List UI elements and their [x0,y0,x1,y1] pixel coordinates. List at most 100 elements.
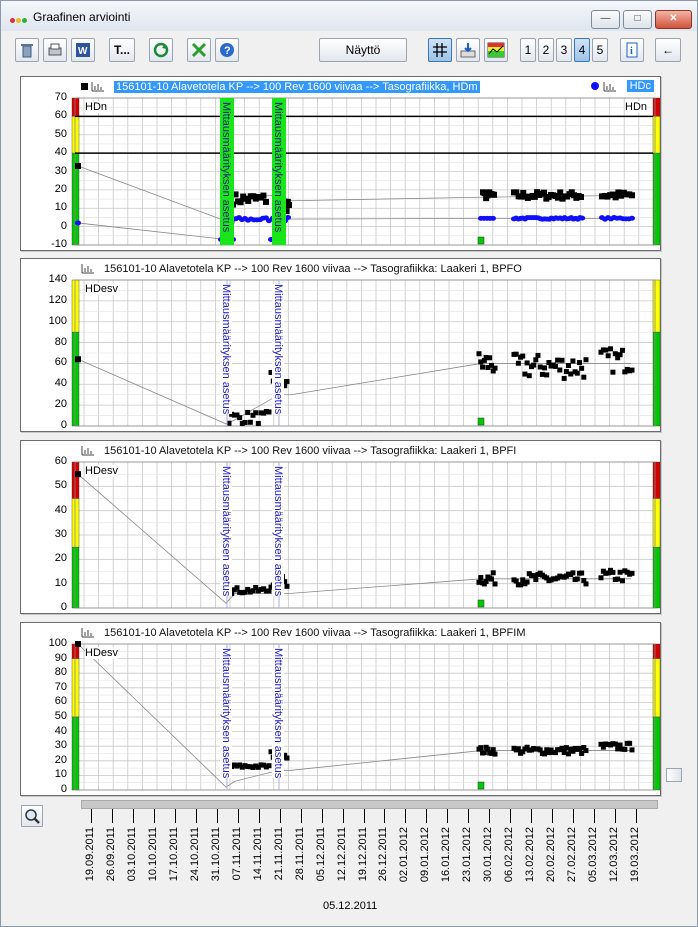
date-tick-label: 12.12.2011 [335,827,348,882]
info-icon: i [626,42,638,58]
date-tick [216,809,218,823]
y-tick-label: 80 [54,666,67,679]
delete-button[interactable] [15,38,39,62]
y-tick-label: 30 [54,164,67,177]
minimize-button[interactable]: — [591,10,620,29]
date-tick [636,809,637,823]
date-tick-label: 27.02.2012 [566,827,579,883]
vertical-scrollbar[interactable] [666,76,683,792]
date-tick-label: 24.10.2011 [188,827,201,882]
y-tick-label: 100 [48,637,67,649]
cancel-button[interactable] [187,38,211,62]
y-tick-label: 30 [54,528,67,540]
display-button[interactable]: Näyttö [319,38,407,62]
back-button[interactable]: ← [655,38,681,62]
y-tick-label: 0 [60,601,67,613]
y-tick-label: 140 [48,273,67,285]
date-tick-label: 19.09.2011 [84,827,96,882]
date-tick [531,809,533,823]
page-button-5[interactable]: 5 [592,38,608,62]
date-tick [321,809,323,823]
maximize-button[interactable]: □ [623,10,652,29]
zoom-button[interactable] [21,805,43,827]
title-bar: Graafinen arviointi — □ ✕ [1,1,697,31]
y-tick-label: 60 [54,455,67,467]
date-tick-label: 17.10.2011 [167,827,180,882]
page-button-1[interactable]: 1 [520,38,536,62]
date-tick-label: 26.12.2011 [377,827,390,882]
date-tick [426,809,428,823]
date-tick-label: 07.11.2011 [230,827,243,881]
measure-type-label: HDesv [85,283,119,295]
trend-panel-hdm: 70 60 50 40 30 20 10 0 -10 Mittausmäärityksen ase… [20,76,661,251]
date-tick-label: 03.10.2011 [125,827,138,882]
chart-hd-icon [81,626,95,638]
green-x-icon [191,42,207,58]
date-tick-label: 12.03.2012 [608,827,621,883]
date-tick [111,809,113,823]
date-tick [552,809,554,823]
chart-download-button[interactable] [456,38,480,62]
setting-change-label: Mittausmäärityksen asetus [220,648,232,779]
y-tick-label: 60 [54,109,67,122]
date-tick-label: 21.11.2011 [272,827,285,881]
date-tick-label: 16.01.2012 [440,827,453,883]
scrollbar-thumb[interactable] [666,768,682,782]
setting-change-label: Mittausmäärityksen asetus [220,102,232,233]
date-tick-label: 26.09.2011 [104,827,117,882]
date-tick [363,809,365,823]
date-tick-label: 05.03.2012 [587,827,600,883]
date-tick-label: 09.01.2012 [419,827,432,883]
svg-text:W: W [78,46,88,57]
y-tick-label: 40 [54,503,67,516]
date-tick [510,809,512,823]
y-tick-label: 40 [54,377,67,390]
date-tick [174,809,176,823]
refresh-button[interactable] [149,38,173,62]
y-tick-label: -10 [51,238,67,250]
page-button-3[interactable]: 3 [556,38,572,62]
setting-change-label: Mittausmäärityksen asetus [272,648,284,779]
help-button[interactable]: ? [215,38,239,62]
date-tick-label: 19.12.2011 [356,827,369,882]
close-button[interactable]: ✕ [655,10,692,29]
trend-panel-bpfo: 140 120 100 80 60 40 20 0 Mittausmäärityksen ase… [20,258,661,432]
refresh-icon [153,42,169,58]
y-tick-label: 120 [48,293,67,306]
grid-icon [433,43,447,57]
print-button[interactable] [43,38,67,62]
measure-type-label: HDesv [85,647,119,659]
export-word-button[interactable]: W [71,38,95,62]
y-tick-label: 20 [54,552,67,565]
date-tick [594,809,596,823]
info-button[interactable]: i [620,38,644,62]
panel-title: 156101-10 Alavetotela KP --> 100 Rev 160… [104,627,526,639]
date-tick [384,809,386,823]
measure-type-label: HDn [85,101,108,113]
date-tick-label: 30.01.2012 [482,827,495,883]
date-tick [489,809,491,823]
trend-panel-bpfi: 60 50 40 30 20 10 0 Mittausmäärityksen asetus Mi… [20,440,661,614]
text-button[interactable]: T... [109,38,135,62]
date-tick [300,809,302,823]
y-tick-label: 20 [54,182,67,195]
y-tick-label: 70 [54,91,67,103]
series-legend-square [81,83,88,90]
cursor-date: 05.12.2011 [323,900,378,912]
panel-title: 156101-10 Alavetotela KP --> 100 Rev 160… [104,263,522,275]
time-range-bar[interactable] [81,800,658,809]
date-tick [468,809,470,823]
panel-title: 156101-10 Alavetotela KP --> 100 Rev 160… [104,445,517,457]
date-tick-label: 02.01.2012 [398,827,411,883]
window-title: Graafinen arviointi [33,10,131,24]
date-tick [132,809,134,823]
page-button-4[interactable]: 4 [574,38,590,62]
y-tick-label: 30 [54,739,67,752]
date-tick-label: 31.10.2011 [209,827,222,882]
grid-toggle-button[interactable] [428,38,452,62]
y-tick-label: 10 [54,576,67,589]
word-icon: W [76,43,90,57]
date-tick-label: 20.02.2012 [545,827,558,883]
page-button-2[interactable]: 2 [538,38,554,62]
trend-view-button[interactable] [484,38,508,62]
